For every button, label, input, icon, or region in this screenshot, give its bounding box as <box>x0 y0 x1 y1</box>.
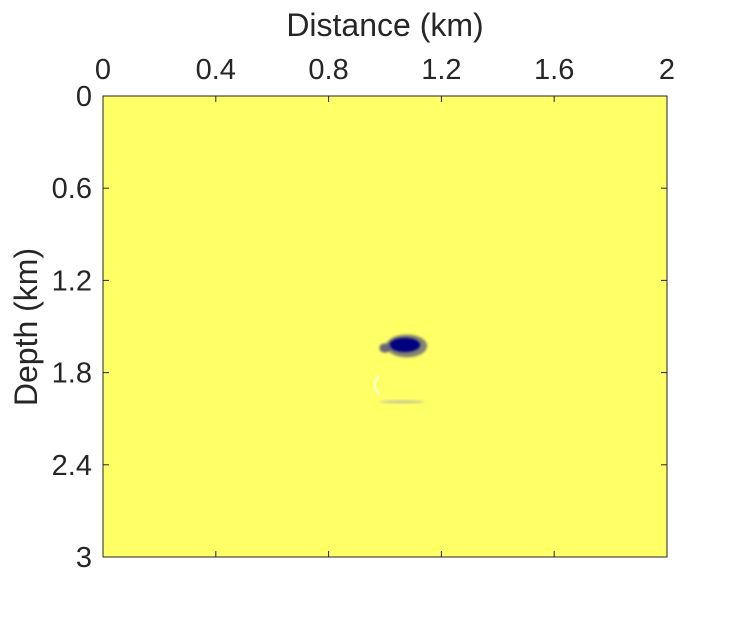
x-axis-ticks: 0 0.4 0.8 1.2 1.6 2 <box>95 54 675 557</box>
x-tick-label: 2 <box>659 54 675 86</box>
y-axis-ticks: 0 0.6 1.2 1.8 2.4 3 <box>52 81 667 574</box>
main-anomaly-mark <box>389 337 421 353</box>
y-tick-label: 1.8 <box>52 358 92 390</box>
x-tick-label: 0.8 <box>308 54 348 86</box>
y-tick-label: 0 <box>76 81 92 113</box>
y-axis-title: Depth (km) <box>8 248 44 406</box>
y-tick-label: 1.2 <box>52 265 92 297</box>
lower-reflector-mark <box>379 400 425 404</box>
x-tick-label: 1.6 <box>534 54 574 86</box>
main-anomaly-tail-mark <box>379 343 391 353</box>
x-tick-label: 1.2 <box>421 54 461 86</box>
y-tick-label: 2.4 <box>52 450 92 482</box>
x-axis-title: Distance (km) <box>286 7 483 43</box>
heatmap-background <box>103 96 667 557</box>
x-tick-label: 0 <box>95 54 111 86</box>
x-tick-label: 0.4 <box>196 54 236 86</box>
y-tick-label: 0.6 <box>52 173 92 205</box>
plot-frame <box>102 95 668 558</box>
faint-arc-mark <box>373 374 381 395</box>
plot-area <box>102 95 668 558</box>
y-tick-label: 3 <box>76 542 92 574</box>
